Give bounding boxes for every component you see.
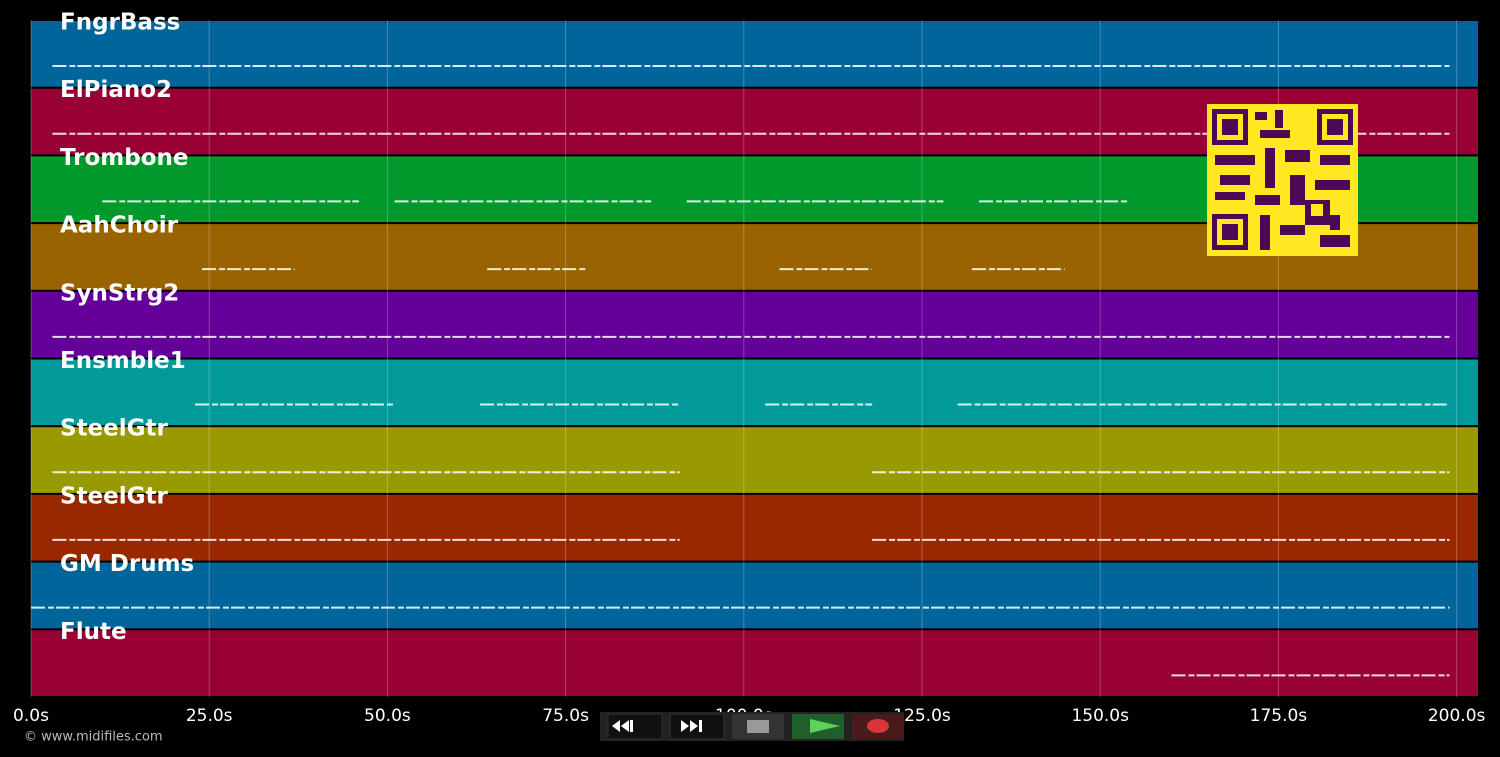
track-row bbox=[31, 562, 1478, 629]
play-button[interactable] bbox=[792, 714, 844, 739]
copyright: © www.midifiles.com bbox=[24, 730, 163, 745]
track-name: Ensmble1 bbox=[60, 348, 186, 374]
notes bbox=[31, 65, 1450, 677]
x-tick-label: 25.0s bbox=[186, 706, 233, 726]
track-row bbox=[31, 494, 1478, 561]
track-name: FngrBass bbox=[60, 10, 180, 36]
track-labels: FngrBass ElPiano2 Trombone AahChoir SynStrg2… bbox=[60, 10, 194, 645]
x-tick-label: 50.0s bbox=[364, 706, 411, 726]
x-tick-label: 0.0s bbox=[13, 706, 49, 726]
fast-forward-button[interactable] bbox=[669, 713, 725, 740]
track-name: Trombone bbox=[60, 145, 189, 171]
track-name: ElPiano2 bbox=[60, 77, 172, 103]
x-tick-label: 125.0s bbox=[893, 706, 951, 726]
track-row bbox=[31, 359, 1478, 426]
record-button[interactable] bbox=[852, 714, 904, 739]
x-tick-label: 75.0s bbox=[542, 706, 589, 726]
track-name: AahChoir bbox=[60, 213, 179, 239]
track-name: SynStrg2 bbox=[60, 280, 179, 306]
qr-code bbox=[1207, 104, 1358, 256]
track-row bbox=[31, 291, 1478, 358]
track-name: Flute bbox=[60, 619, 127, 645]
track-row bbox=[31, 427, 1478, 493]
transport-controls bbox=[600, 712, 904, 741]
track-name: SteelGtr bbox=[60, 483, 169, 509]
stop-button[interactable] bbox=[732, 714, 784, 739]
track-name: GM Drums bbox=[60, 551, 194, 577]
track-name: SteelGtr bbox=[60, 416, 169, 442]
track-row bbox=[31, 630, 1478, 696]
x-tick-label: 175.0s bbox=[1250, 706, 1308, 726]
rewind-button[interactable] bbox=[607, 713, 663, 740]
x-tick-label: 200.0s bbox=[1428, 706, 1486, 726]
x-tick-label: 150.0s bbox=[1071, 706, 1129, 726]
track-row bbox=[31, 21, 1478, 87]
